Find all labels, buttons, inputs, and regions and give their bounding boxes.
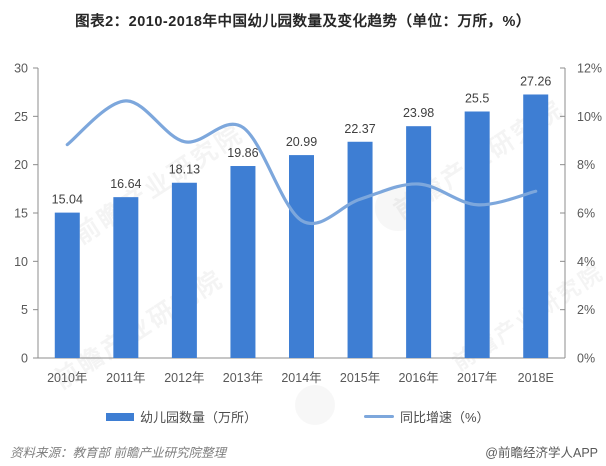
bar-2014年	[289, 155, 314, 358]
bar-value-label: 25.5	[465, 92, 489, 106]
kindergarten-bar-line-chart: 0 5 10 15 20 25 30 0% 2% 4% 6% 8% 10% 12% 2010年 2011年 20…	[14, 62, 602, 386]
right-axis-tick-label: 10%	[577, 110, 602, 124]
line-series-swatch-icon	[364, 415, 394, 418]
bar-2012年	[171, 182, 197, 358]
left-axis-tick-label: 5	[21, 303, 28, 317]
x-axis-label: 2015年	[340, 371, 380, 385]
x-axis-label: 2010年	[47, 371, 87, 385]
bar-2015年	[347, 141, 373, 358]
right-axis-tick-label: 4%	[577, 255, 595, 269]
bar-value-label: 23.98	[403, 106, 434, 120]
left-axis-tick-label: 10	[14, 255, 28, 269]
bar-2018E	[523, 94, 549, 358]
bar-value-label: 27.26	[520, 74, 551, 88]
credit-text: @前瞻经济学人APP	[485, 446, 598, 460]
right-axis-tick-label: 6%	[577, 207, 595, 221]
x-axis-label: 2011年	[106, 371, 145, 385]
left-axis-tick-label: 15	[14, 207, 28, 221]
x-axis-label: 2018E	[518, 371, 554, 385]
right-axis-tick-label: 12%	[577, 62, 602, 76]
bar-2013年	[230, 166, 256, 358]
right-axis-tick-label: 8%	[577, 158, 595, 172]
legend-label-growth-rate: 同比增速（%）	[400, 410, 490, 425]
x-axis-label: 2017年	[457, 371, 497, 385]
bar-value-label: 15.04	[52, 193, 83, 207]
x-axis-label: 2012年	[164, 371, 204, 385]
right-axis-tick-label: 0%	[577, 352, 595, 366]
x-axis-label: 2014年	[281, 371, 321, 385]
bar-value-label: 16.64	[110, 177, 141, 191]
x-axis-label: 2013年	[223, 371, 263, 385]
data-source-text: 资料来源：教育部 前瞻产业研究院整理	[10, 446, 226, 460]
chart-legend: 幼儿园数量（万所） 同比增速（%）	[0, 407, 606, 425]
legend-label-kindergarten-count: 幼儿园数量（万所）	[140, 410, 258, 425]
bar-2016年	[406, 126, 432, 359]
bar-2010年	[54, 212, 80, 358]
chart-title: 图表2：2010-2018年中国幼儿园数量及变化趋势（单位：万所，%）	[75, 14, 531, 30]
growth-rate-line	[65, 99, 538, 225]
legend-item-growth-rate: 同比增速（%）	[364, 407, 490, 426]
bar-series-swatch-icon	[106, 412, 134, 421]
bar-2017年	[464, 111, 490, 358]
bar-value-label: 19.86	[227, 146, 258, 160]
left-axis-tick-label: 30	[14, 62, 28, 76]
legend-item-kindergarten-count: 幼儿园数量（万所）	[106, 407, 257, 426]
left-axis-tick-label: 25	[14, 110, 28, 124]
left-axis-tick-label: 20	[14, 158, 28, 172]
bar-value-label: 20.99	[286, 135, 317, 149]
bar-value-label: 18.13	[169, 163, 200, 177]
bar-2011年	[113, 197, 139, 358]
left-axis-tick-label: 0	[21, 352, 28, 366]
right-axis-tick-label: 2%	[577, 303, 595, 317]
x-axis-label: 2016年	[398, 371, 438, 385]
bar-value-label: 22.37	[344, 122, 375, 136]
